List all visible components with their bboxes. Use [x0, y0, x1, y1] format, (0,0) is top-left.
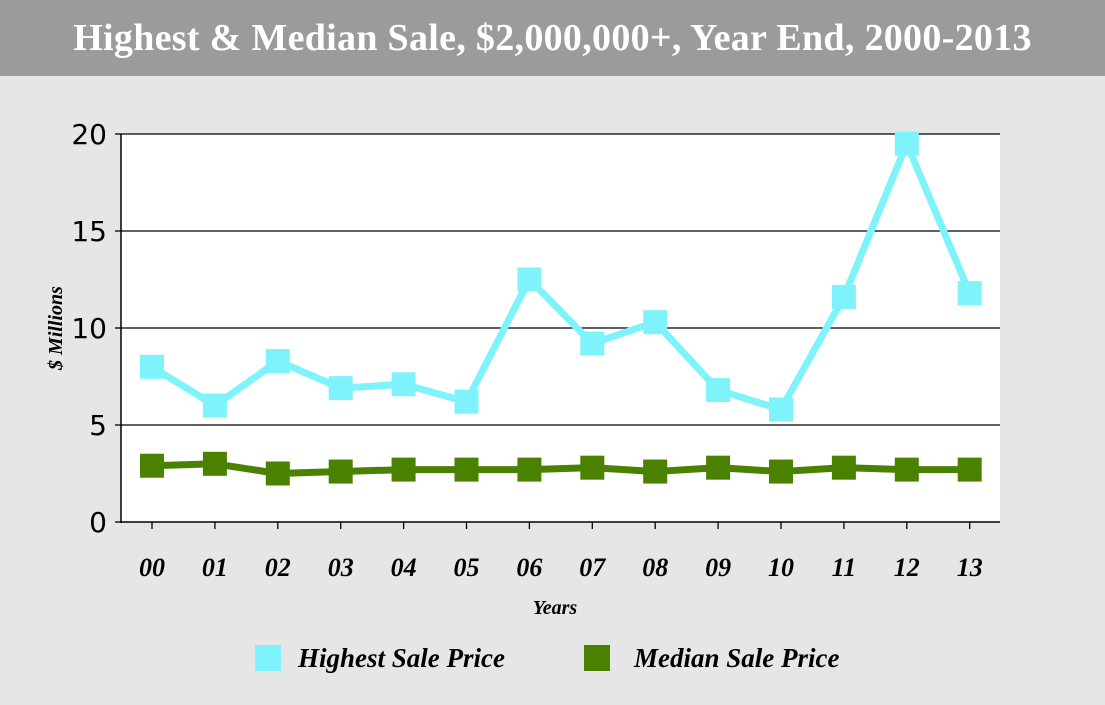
legend-swatch-0: [255, 645, 281, 671]
data-point-0: [894, 131, 919, 156]
x-tick-label: 08: [642, 553, 668, 582]
data-point-1: [643, 459, 668, 484]
data-point-0: [831, 284, 856, 309]
legend-label-0: Highest Sale Price: [297, 643, 505, 673]
y-tick-label: 20: [71, 118, 107, 151]
x-tick-label: 09: [705, 553, 731, 582]
data-point-0: [328, 376, 353, 401]
chart-area: 0 5 10 15 20 00 01 02 03 04 05 06 07 08 09 10 11 12 13 Year…: [0, 76, 1105, 705]
data-point-1: [202, 451, 227, 476]
x-tick-label: 05: [454, 553, 480, 582]
x-tick-label: 12: [894, 553, 920, 582]
legend-label-1: Median Sale Price: [633, 643, 839, 673]
data-point-1: [769, 459, 793, 484]
legend-swatch-1: [584, 645, 610, 671]
data-point-0: [265, 348, 290, 373]
data-point-0: [957, 281, 982, 306]
data-point-0: [643, 310, 668, 335]
y-tick-label: 5: [89, 409, 107, 442]
x-tick-label: 01: [202, 553, 228, 582]
x-tick-label: 11: [832, 553, 857, 582]
x-tick-label: 02: [265, 553, 291, 582]
x-tick-label: 10: [768, 553, 794, 582]
y-axis-label: $ Millions: [45, 286, 67, 371]
chart-header: Highest & Median Sale, $2,000,000+, Year…: [0, 0, 1105, 76]
data-point-1: [831, 455, 856, 480]
data-point-1: [391, 457, 416, 482]
data-point-0: [202, 393, 227, 418]
x-tick-label: 04: [391, 553, 417, 582]
data-point-1: [328, 459, 353, 484]
data-point-1: [957, 457, 982, 482]
data-point-0: [706, 378, 731, 403]
data-point-0: [517, 267, 542, 292]
x-tick-label: 03: [328, 553, 354, 582]
data-point-1: [517, 457, 542, 482]
data-point-0: [580, 331, 605, 356]
x-tick-label: 13: [957, 553, 983, 582]
data-point-1: [140, 453, 164, 478]
y-tick-label: 0: [89, 506, 107, 539]
data-point-0: [391, 372, 416, 397]
data-point-1: [580, 455, 605, 480]
data-point-0: [140, 354, 164, 379]
y-tick-label: 10: [71, 312, 107, 345]
data-point-1: [706, 455, 731, 480]
x-tick-label: 06: [516, 553, 542, 582]
y-tick-label: 15: [71, 215, 107, 248]
data-point-1: [265, 461, 290, 486]
x-tick-label: 00: [139, 553, 165, 582]
data-point-0: [769, 397, 793, 422]
data-point-0: [454, 389, 479, 414]
x-tick-label: 07: [579, 553, 606, 582]
data-point-1: [894, 457, 919, 482]
x-axis-label: Years: [533, 597, 578, 619]
chart-title: Highest & Median Sale, $2,000,000+, Year…: [73, 17, 1032, 59]
data-point-1: [454, 457, 479, 482]
